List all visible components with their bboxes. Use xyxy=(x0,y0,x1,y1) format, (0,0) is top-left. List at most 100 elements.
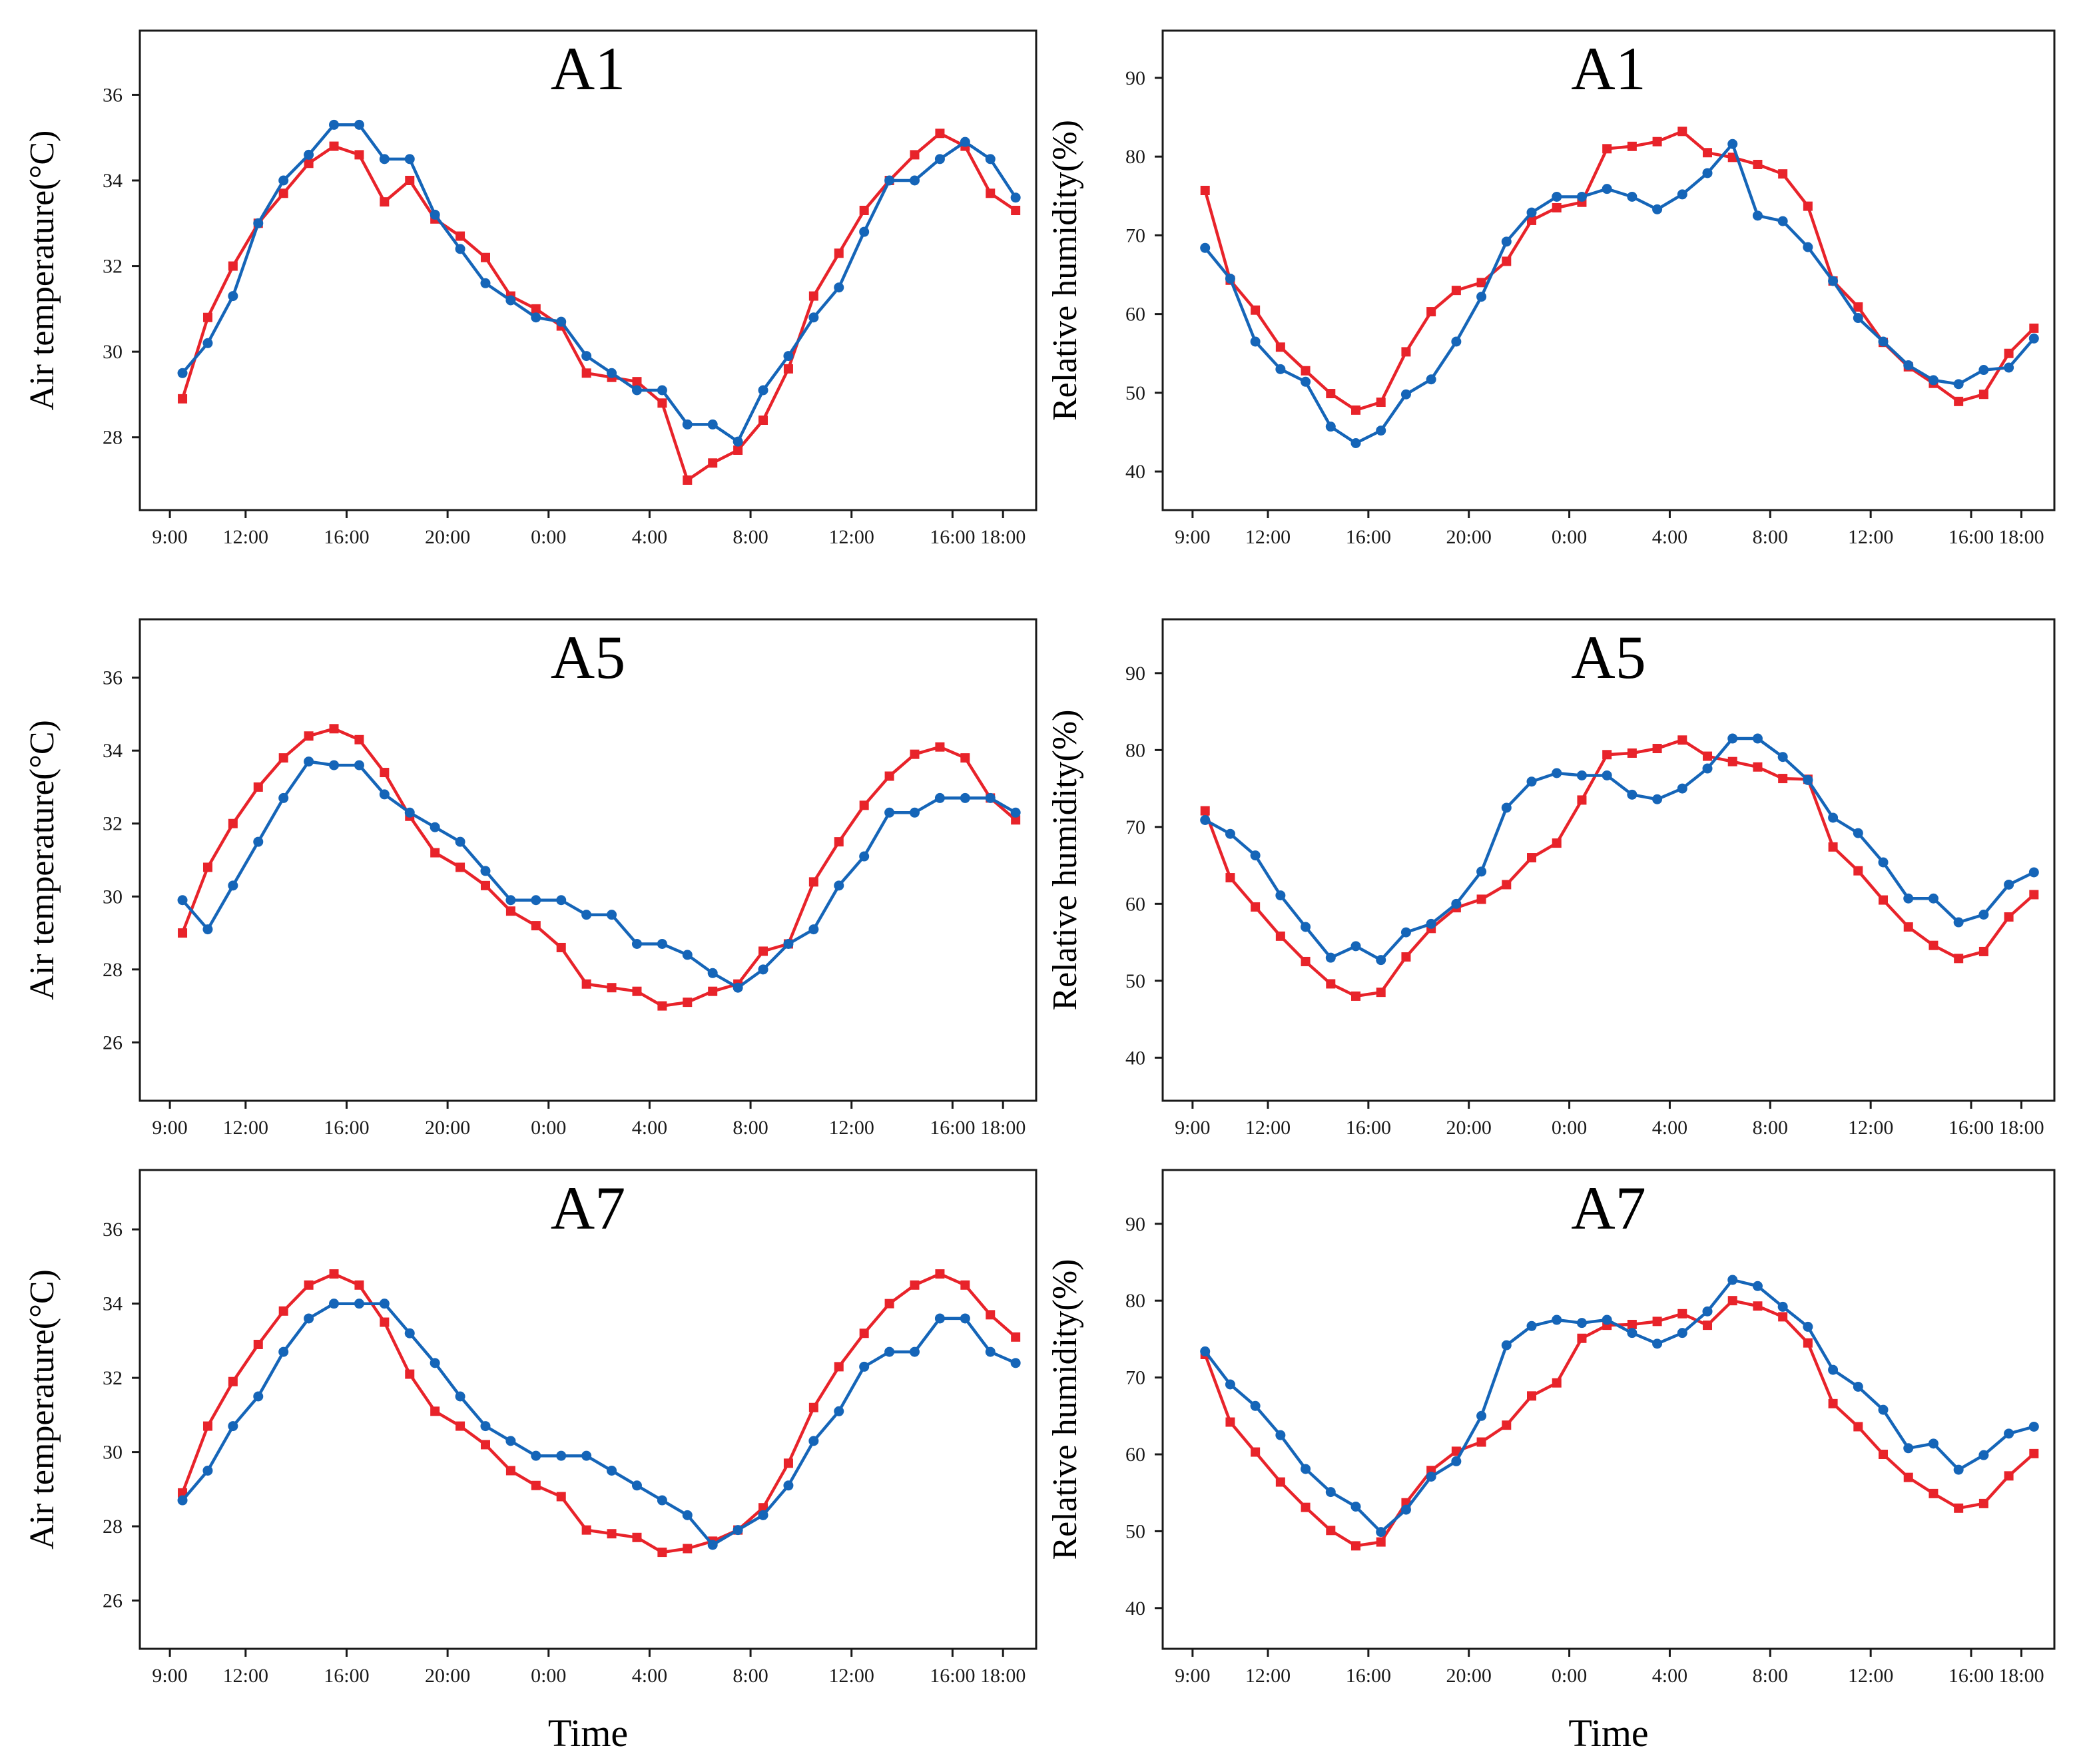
data-point-red xyxy=(960,753,970,763)
data-point-blue xyxy=(934,792,945,803)
data-point-red xyxy=(1703,1321,1713,1330)
data-point-blue xyxy=(884,175,895,186)
data-point-red xyxy=(1627,1319,1637,1329)
data-point-blue xyxy=(177,1495,188,1506)
data-point-red xyxy=(253,782,263,792)
data-point-blue xyxy=(657,938,667,949)
data-point-red xyxy=(380,197,390,207)
data-point-blue xyxy=(1501,236,1512,247)
data-point-red xyxy=(1200,186,1210,195)
data-point-red xyxy=(1652,1317,1662,1326)
data-point-blue xyxy=(1250,1400,1261,1411)
data-point-red xyxy=(1301,366,1311,376)
chart-title: A7 xyxy=(1571,1174,1645,1242)
data-point-blue xyxy=(1752,733,1763,744)
data-point-red xyxy=(910,1280,920,1290)
data-point-red xyxy=(1828,1398,1838,1408)
data-point-blue xyxy=(607,368,617,378)
x-axis-label: Time xyxy=(548,1711,628,1755)
x-tick-label: 12:00 xyxy=(223,1665,268,1687)
data-point-red xyxy=(1778,1312,1788,1322)
data-point-red xyxy=(202,312,212,322)
data-point-blue xyxy=(631,938,642,949)
x-tick-label: 16:00 xyxy=(930,1117,975,1139)
data-point-red xyxy=(1301,956,1311,966)
data-point-blue xyxy=(1727,139,1738,149)
data-point-blue xyxy=(707,419,718,430)
x-tick-label: 4:00 xyxy=(632,526,667,548)
series-line-blue xyxy=(181,123,1018,443)
data-point-blue xyxy=(2028,867,2039,878)
data-point-blue xyxy=(1928,893,1938,904)
data-point-red xyxy=(783,364,793,374)
data-point-blue xyxy=(1878,857,1889,868)
data-point-blue xyxy=(379,1299,390,1309)
data-point-blue xyxy=(1451,1456,1462,1466)
x-tick-label: 12:00 xyxy=(1848,1665,1893,1687)
x-axis-label: Time xyxy=(1568,1711,1648,1755)
data-point-blue xyxy=(1250,850,1261,861)
data-point-red xyxy=(581,368,591,378)
data-point-red xyxy=(1577,795,1587,805)
data-point-red xyxy=(910,150,920,160)
data-point-red xyxy=(733,445,743,455)
data-point-red xyxy=(1376,988,1386,998)
x-tick-label: 8:00 xyxy=(1753,526,1788,548)
data-point-red xyxy=(1200,806,1210,816)
data-point-blue xyxy=(1376,1527,1386,1538)
data-point-blue xyxy=(1552,191,1562,202)
data-point-blue xyxy=(1652,1338,1663,1349)
series-line-red xyxy=(1203,1299,2035,1548)
data-point-blue xyxy=(783,1480,794,1491)
data-point-red xyxy=(1727,756,1737,766)
data-point-blue xyxy=(859,226,870,237)
data-point-red xyxy=(2029,323,2039,333)
data-point-red xyxy=(2029,890,2039,900)
data-point-red xyxy=(329,141,339,151)
series-line-blue xyxy=(181,760,1017,990)
data-point-red xyxy=(202,862,212,872)
plot-frame xyxy=(1161,618,2056,1102)
data-point-red xyxy=(228,1376,238,1386)
chart-title: A1 xyxy=(551,35,625,103)
data-point-red xyxy=(808,291,818,301)
data-point-blue xyxy=(1301,1464,1311,1474)
data-point-blue xyxy=(1426,374,1436,385)
data-point-blue xyxy=(1978,365,1989,376)
x-tick-label: 8:00 xyxy=(1753,1665,1788,1687)
data-point-red xyxy=(1602,144,1612,154)
data-point-blue xyxy=(1275,364,1286,374)
data-point-blue xyxy=(2004,1428,2014,1439)
data-point-blue xyxy=(379,789,390,800)
data-point-red xyxy=(1326,1526,1336,1536)
y-tick-label: 80 xyxy=(1125,739,1145,761)
data-point-blue xyxy=(1828,1364,1839,1375)
data-point-red xyxy=(884,1299,894,1309)
y-axis-label: Air temperature(°C) xyxy=(23,720,61,1000)
data-point-blue xyxy=(1803,774,1813,785)
data-point-blue xyxy=(278,792,289,803)
data-point-red xyxy=(405,176,415,185)
x-tick-label: 20:00 xyxy=(1446,1117,1492,1139)
x-tick-label: 0:00 xyxy=(531,1665,566,1687)
x-tick-label: 0:00 xyxy=(1552,1665,1587,1687)
data-point-red xyxy=(1401,952,1411,962)
data-point-red xyxy=(657,398,667,408)
data-point-blue xyxy=(531,1450,541,1461)
y-tick-label: 40 xyxy=(1125,1047,1145,1069)
chart-title: A5 xyxy=(551,623,625,691)
data-point-red xyxy=(1011,815,1021,825)
data-point-blue xyxy=(1978,1450,1989,1460)
x-tick-label: 12:00 xyxy=(1245,1665,1291,1687)
data-point-blue xyxy=(682,1510,693,1520)
y-tick-label: 80 xyxy=(1125,146,1145,168)
data-point-blue xyxy=(657,1495,667,1506)
data-point-red xyxy=(1703,751,1713,761)
data-point-blue xyxy=(884,1346,895,1357)
data-point-blue xyxy=(455,836,465,847)
data-point-red xyxy=(1476,1437,1486,1447)
data-point-blue xyxy=(304,1313,314,1324)
data-point-blue xyxy=(581,1450,592,1461)
series-line-red xyxy=(1203,738,2035,998)
data-point-blue xyxy=(859,1361,870,1372)
